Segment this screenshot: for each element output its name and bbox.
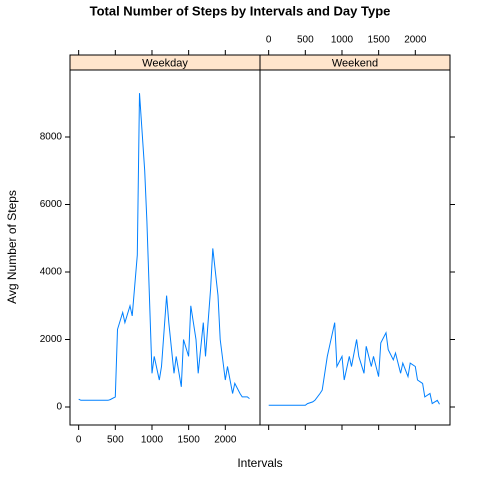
x-tick-label: 1500 bbox=[178, 435, 201, 446]
panel-frame bbox=[259, 69, 451, 426]
x-tick-label: 500 bbox=[107, 435, 124, 446]
x-tick-label-top: 0 bbox=[266, 35, 272, 46]
y-tick-label: 6000 bbox=[40, 199, 63, 210]
x-tick-label-top: 1000 bbox=[331, 35, 354, 46]
y-tick-label: 8000 bbox=[40, 132, 63, 143]
x-tick-label-top: 500 bbox=[297, 35, 314, 46]
y-axis-label: Avg Number of Steps bbox=[5, 190, 19, 304]
strip-label: Weekend bbox=[332, 57, 378, 69]
x-tick-label-top: 1500 bbox=[368, 35, 391, 46]
data-line bbox=[78, 93, 250, 401]
x-tick-label: 2000 bbox=[214, 435, 237, 446]
panel-frame bbox=[69, 69, 261, 426]
y-tick-label: 0 bbox=[56, 402, 62, 413]
strip-label: Weekday bbox=[142, 57, 188, 69]
y-tick-label: 4000 bbox=[40, 267, 63, 278]
y-tick-label: 2000 bbox=[40, 334, 63, 345]
x-axis-label: Intervals bbox=[237, 456, 282, 470]
data-line bbox=[268, 322, 440, 406]
x-tick-label-top: 2000 bbox=[404, 35, 427, 46]
x-tick-label: 0 bbox=[76, 435, 82, 446]
chart-title: Total Number of Steps by Intervals and D… bbox=[90, 3, 391, 18]
x-tick-label: 1000 bbox=[141, 435, 164, 446]
